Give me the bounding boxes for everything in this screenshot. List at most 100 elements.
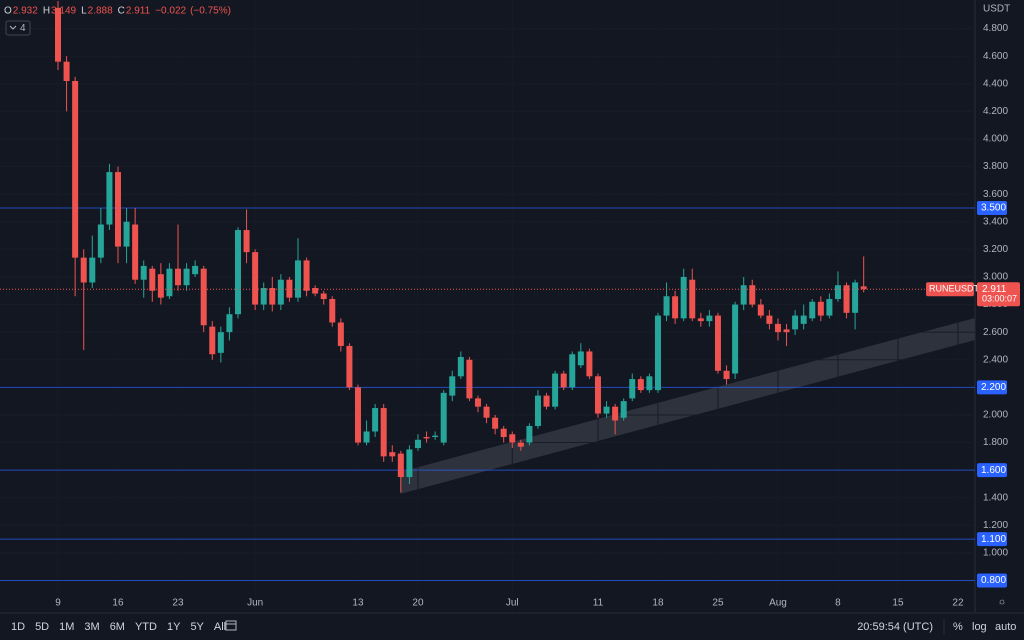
- candle-body: [174, 268, 181, 286]
- candle-body: [277, 279, 284, 305]
- x-tick-label: 20: [412, 598, 424, 609]
- candle-body: [706, 315, 713, 322]
- x-tick-label: 13: [352, 598, 364, 609]
- candle-body: [552, 373, 559, 407]
- candle-body: [303, 260, 310, 291]
- hline-label-box: [977, 573, 1007, 588]
- candle-body: [406, 449, 413, 478]
- candle-body: [337, 322, 344, 346]
- candle-body: [457, 356, 464, 377]
- timeframe-button[interactable]: YTD: [135, 621, 157, 633]
- timeframe-button[interactable]: 5D: [35, 621, 49, 633]
- y-tick-label: 4.800: [983, 23, 1008, 34]
- candle-body: [543, 395, 550, 407]
- y-tick-label: 4.200: [983, 106, 1008, 117]
- candle-body: [594, 376, 601, 414]
- candle-body: [809, 301, 816, 319]
- candle-body: [269, 287, 276, 305]
- candle-body: [526, 425, 533, 443]
- timeframe-button[interactable]: 3M: [84, 621, 99, 633]
- candle-body: [766, 315, 773, 324]
- candle-body: [577, 351, 584, 366]
- candle-body: [140, 265, 147, 280]
- y-tick-label: 3.400: [983, 216, 1008, 227]
- settings-icon[interactable]: ☼: [997, 597, 1006, 608]
- symbol-label: RUNEUSDT: [929, 284, 980, 294]
- candle-body: [852, 282, 859, 313]
- x-tick-label: 25: [712, 598, 724, 609]
- hline-label: 3.500: [981, 203, 1006, 214]
- scale-button[interactable]: log: [972, 621, 987, 633]
- timeframe-button[interactable]: 6M: [110, 621, 125, 633]
- candle-body: [423, 437, 430, 439]
- y-tick-label: 2.600: [983, 327, 1008, 338]
- candle-body: [792, 315, 799, 330]
- ohlc-key: C: [118, 6, 125, 17]
- candle-body: [226, 314, 233, 333]
- hline-label-box: [977, 380, 1007, 395]
- indicator-toggle[interactable]: [5, 20, 31, 36]
- y-tick-label: 1.000: [983, 548, 1008, 559]
- scale-button[interactable]: auto: [995, 621, 1016, 633]
- timeframe-button[interactable]: 1D: [11, 621, 25, 633]
- y-tick-label: 1.400: [983, 492, 1008, 503]
- candle-body: [637, 379, 644, 391]
- y-tick-label: 2.000: [983, 410, 1008, 421]
- ohlc-value: 3.149: [51, 6, 76, 17]
- candle-body: [714, 315, 721, 371]
- candle-body: [440, 392, 447, 443]
- scale-button[interactable]: %: [953, 621, 963, 633]
- candle-body: [72, 81, 79, 258]
- y-tick-label: 3.600: [983, 189, 1008, 200]
- candle-body: [534, 395, 541, 426]
- candle-body: [740, 285, 747, 305]
- candle-body: [320, 293, 327, 300]
- candle-body: [132, 224, 139, 280]
- toolbar-icon[interactable]: [225, 620, 237, 631]
- candle-body: [800, 315, 807, 324]
- hline-label-box: [977, 200, 1007, 215]
- candle-body: [252, 252, 259, 305]
- candle-body: [286, 279, 293, 298]
- x-tick-label: 15: [892, 598, 904, 609]
- x-tick-label: 9: [55, 598, 61, 609]
- y-tick-label: 4.000: [983, 134, 1008, 145]
- currency: USDT: [983, 4, 1010, 15]
- candle-body: [569, 354, 576, 388]
- candle-body: [106, 172, 113, 225]
- candle-body: [646, 376, 653, 391]
- candle-body: [183, 268, 190, 286]
- y-tick-label: 1.200: [983, 520, 1008, 531]
- timeframe-button[interactable]: 1M: [59, 621, 74, 633]
- x-tick-label: Aug: [769, 598, 787, 609]
- timeframe-button[interactable]: 1Y: [167, 621, 181, 633]
- candle-body: [697, 318, 704, 322]
- chevron-icon: [9, 25, 17, 30]
- candle-body: [97, 224, 104, 258]
- candle-body: [192, 265, 199, 275]
- candle-body: [166, 268, 173, 297]
- candle-body: [354, 387, 361, 443]
- candle-body: [680, 276, 687, 319]
- x-tick-label: 18: [652, 598, 664, 609]
- hline-label: 1.600: [981, 465, 1006, 476]
- candle-body: [63, 61, 70, 82]
- ohlc-key: L: [81, 6, 87, 17]
- ohlc-value: 2.888: [88, 6, 113, 17]
- ohlc-value: 2.911: [126, 6, 151, 17]
- candle-body: [55, 7, 61, 62]
- candle-body: [517, 442, 524, 447]
- symbol-box: [926, 282, 974, 297]
- candle-body: [629, 379, 636, 399]
- candle-body: [732, 304, 739, 374]
- candle-body: [500, 428, 507, 438]
- hline-label-box: [977, 532, 1007, 547]
- candle-body: [243, 230, 250, 253]
- candle-body: [449, 376, 456, 396]
- timeframe-button[interactable]: All: [214, 621, 226, 633]
- candle-body: [483, 406, 490, 418]
- x-tick-label: 22: [952, 598, 964, 609]
- timeframe-button[interactable]: 5Y: [190, 621, 204, 633]
- candle-body: [672, 296, 679, 319]
- candle-body: [363, 431, 370, 443]
